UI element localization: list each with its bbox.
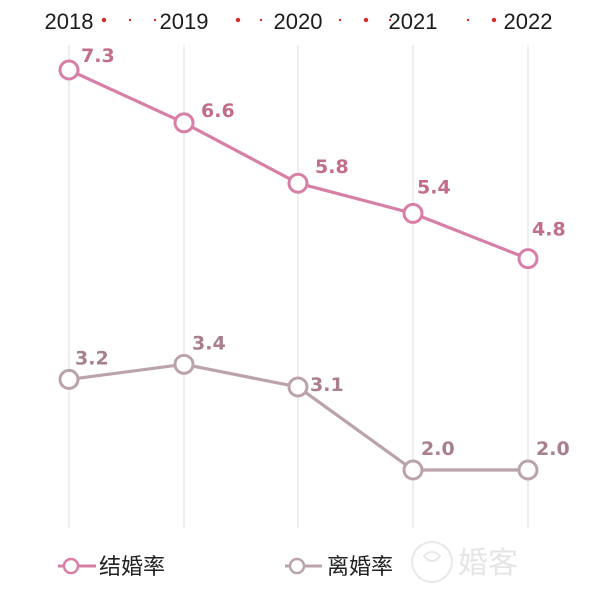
x-tick-label: 2022 bbox=[504, 9, 553, 34]
data-label: 6.6 bbox=[201, 100, 235, 122]
x-tick-label: 2019 bbox=[160, 9, 209, 34]
data-point bbox=[173, 112, 195, 134]
data-label: 2.0 bbox=[536, 438, 570, 460]
separator-dot bbox=[338, 18, 342, 22]
data-point bbox=[173, 353, 195, 375]
watermark-heart-icon bbox=[422, 551, 442, 562]
data-label: 7.3 bbox=[81, 45, 115, 67]
watermark-logo-text: 婚客 bbox=[458, 546, 518, 581]
data-point bbox=[58, 59, 80, 81]
legend-label-marriage: 结婚率 bbox=[99, 555, 165, 580]
separator-dot bbox=[101, 17, 107, 23]
data-point bbox=[58, 368, 80, 390]
data-label: 5.4 bbox=[417, 176, 451, 198]
watermark: 婚客 bbox=[411, 541, 518, 583]
data-label: 2.0 bbox=[421, 438, 455, 460]
legend-swatch-marker bbox=[62, 557, 80, 575]
data-label: 3.4 bbox=[192, 332, 226, 354]
separator-dot bbox=[153, 18, 157, 22]
data-labels: 7.3 6.6 5.8 5.4 4.8 3.2 3.4 3.1 2.0 2.0 bbox=[75, 45, 570, 460]
data-point bbox=[287, 172, 309, 194]
x-tick-label: 2020 bbox=[274, 9, 323, 34]
data-point bbox=[402, 202, 424, 224]
data-label: 4.8 bbox=[532, 219, 566, 241]
separator-dot bbox=[466, 18, 470, 22]
data-label: 3.2 bbox=[75, 347, 109, 369]
series-lines bbox=[58, 59, 539, 481]
separator-dot bbox=[388, 18, 392, 22]
watermark-logo-icon bbox=[411, 541, 453, 583]
separator-dot bbox=[235, 17, 241, 23]
data-point bbox=[517, 459, 539, 481]
data-point bbox=[517, 248, 539, 270]
data-label: 3.1 bbox=[310, 374, 344, 396]
separator-dot bbox=[128, 18, 132, 22]
gridlines bbox=[68, 45, 529, 528]
legend: 结婚率 离婚率 bbox=[58, 555, 393, 580]
x-tick-label: 2018 bbox=[45, 9, 94, 34]
separator-dot bbox=[491, 17, 497, 23]
data-label: 5.8 bbox=[315, 156, 349, 178]
x-tick-label: 2021 bbox=[389, 9, 438, 34]
data-point bbox=[287, 376, 309, 398]
x-axis-labels: 2018 2019 2020 2021 2022 bbox=[45, 9, 553, 34]
year-separator-dots bbox=[101, 17, 497, 23]
legend-item-divorce-rate: 离婚率 bbox=[285, 555, 393, 580]
separator-dot bbox=[363, 17, 369, 23]
legend-item-marriage-rate: 结婚率 bbox=[58, 555, 165, 580]
data-point bbox=[402, 459, 424, 481]
legend-swatch-marker bbox=[288, 557, 306, 575]
separator-dot bbox=[259, 18, 263, 22]
legend-label-divorce: 离婚率 bbox=[327, 555, 393, 580]
